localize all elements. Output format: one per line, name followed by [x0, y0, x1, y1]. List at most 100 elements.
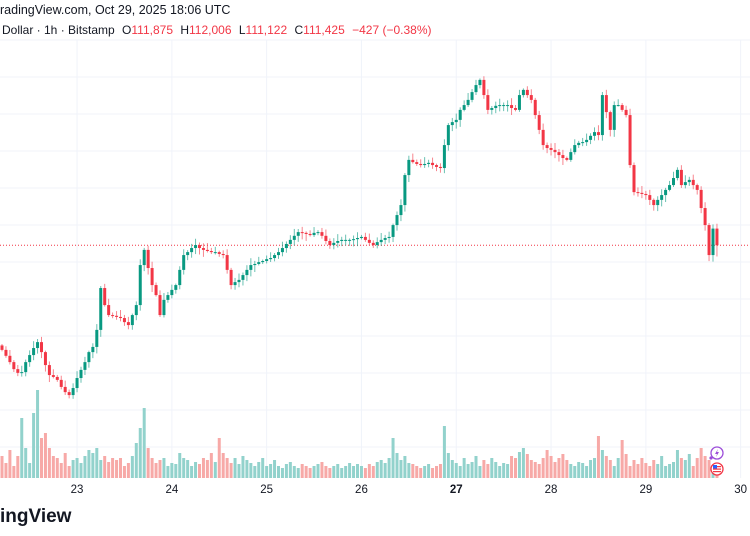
volume-bar — [502, 463, 506, 478]
volume-bar — [573, 466, 577, 478]
candle-body — [28, 355, 32, 363]
volume-bar — [241, 456, 245, 478]
volume-bar — [130, 456, 134, 478]
change-value: −427 (−0.38%) — [352, 23, 432, 37]
candle-body — [87, 352, 91, 363]
candle-body — [375, 242, 379, 246]
candle-body — [640, 192, 644, 194]
volume-bar — [261, 458, 265, 478]
volume-bar — [359, 466, 363, 478]
volume-bar — [233, 458, 237, 478]
candle-body — [660, 195, 664, 200]
volume-bar — [4, 463, 8, 478]
volume-bar — [304, 466, 308, 478]
candle-body — [695, 185, 699, 190]
volume-bar — [162, 458, 166, 478]
volume-bar — [553, 462, 557, 478]
volume-bar — [146, 448, 150, 478]
volume-bar — [138, 428, 142, 478]
candle-body — [269, 258, 273, 260]
volume-bar — [636, 464, 640, 478]
candle-body — [466, 99, 470, 106]
volume-bar — [265, 466, 269, 478]
volume-bar — [284, 464, 288, 478]
volume-bar — [672, 462, 675, 478]
volume-bar — [36, 390, 40, 478]
volume-bar — [292, 466, 296, 478]
volume-bar — [411, 464, 415, 478]
x-tick-label: 23 — [71, 484, 84, 496]
candle-body — [146, 249, 150, 269]
volume-bar — [687, 454, 691, 478]
candle-body — [502, 105, 506, 107]
x-tick-label: 24 — [165, 484, 178, 496]
candle-body — [79, 369, 83, 379]
volume-bar — [640, 458, 644, 478]
candle-body — [43, 352, 47, 366]
candle-body — [201, 248, 205, 250]
candle-body — [229, 269, 233, 286]
candle-body — [478, 79, 482, 86]
candle-body — [517, 95, 521, 110]
candle-body — [675, 169, 679, 179]
volume-bar — [383, 463, 387, 478]
volume-bar — [668, 464, 672, 478]
candle-body — [142, 249, 146, 266]
volume-bar — [28, 463, 32, 478]
x-tick-label: 30 — [734, 484, 747, 496]
volume-bar — [521, 448, 525, 478]
volume-bar — [545, 450, 549, 478]
candles — [0, 76, 719, 399]
candle-body — [316, 232, 320, 234]
volume-bar — [182, 458, 186, 478]
candle-body — [36, 342, 40, 349]
volume-bar — [99, 460, 103, 478]
volume-bar — [67, 466, 71, 478]
candle-body — [205, 249, 209, 251]
volume-bar — [201, 458, 205, 478]
us-flag-economic-event-icon[interactable] — [710, 462, 724, 476]
candle-body — [612, 105, 616, 130]
volume-bar — [585, 466, 589, 478]
volume-bar — [300, 464, 304, 478]
volume-bar — [632, 460, 636, 478]
candle-body — [304, 232, 308, 234]
candle-body — [581, 142, 585, 144]
candle-body — [644, 193, 648, 196]
volume-bar — [533, 462, 537, 478]
volume-bar — [122, 466, 126, 478]
candle-body — [107, 305, 111, 316]
candle-body — [577, 142, 581, 146]
volume-bar — [12, 466, 16, 478]
candle-body — [194, 245, 198, 249]
close-value: 111,425 — [303, 23, 345, 37]
x-tick-label: 25 — [260, 484, 273, 496]
candle-body — [419, 163, 423, 166]
candle-body — [636, 192, 640, 194]
lightning-event-icon[interactable] — [709, 446, 724, 460]
candle-body — [585, 139, 589, 143]
candle-body — [648, 195, 652, 200]
volume-bar — [51, 456, 55, 478]
volume-bar — [675, 450, 679, 478]
candle-body — [182, 255, 186, 270]
candle-body — [510, 105, 514, 109]
volume-bar — [427, 464, 431, 478]
candle-body — [344, 239, 348, 241]
candle-body — [596, 132, 600, 136]
volume-bar — [344, 466, 348, 478]
volume-bar — [648, 466, 652, 478]
volume-bar — [391, 438, 395, 478]
volume-bar — [407, 463, 411, 478]
candle-body — [40, 342, 43, 353]
volume-bar — [423, 466, 427, 478]
candle-body — [308, 233, 312, 236]
candle-body — [249, 265, 253, 270]
candle-body — [95, 329, 99, 347]
volume-bar — [150, 458, 154, 478]
candle-body — [553, 149, 557, 153]
candle-body — [336, 241, 340, 243]
volume-bar — [470, 462, 474, 478]
candle-body — [608, 112, 612, 130]
